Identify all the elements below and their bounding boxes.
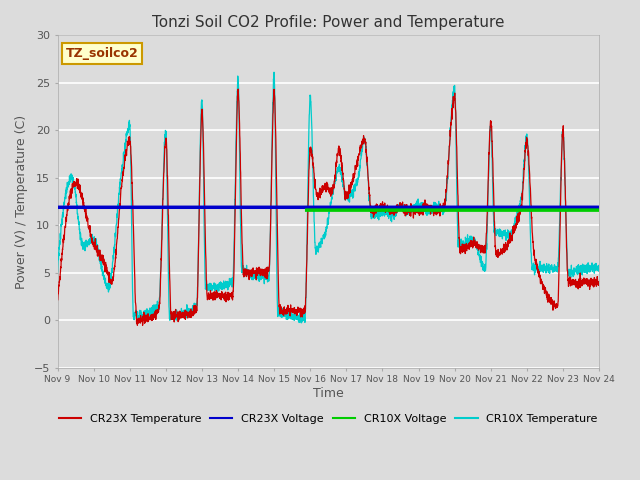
X-axis label: Time: Time — [313, 387, 344, 400]
Title: Tonzi Soil CO2 Profile: Power and Temperature: Tonzi Soil CO2 Profile: Power and Temper… — [152, 15, 504, 30]
Legend: CR23X Temperature, CR23X Voltage, CR10X Voltage, CR10X Temperature: CR23X Temperature, CR23X Voltage, CR10X … — [54, 410, 602, 429]
Y-axis label: Power (V) / Temperature (C): Power (V) / Temperature (C) — [15, 115, 28, 288]
Text: TZ_soilco2: TZ_soilco2 — [66, 47, 138, 60]
